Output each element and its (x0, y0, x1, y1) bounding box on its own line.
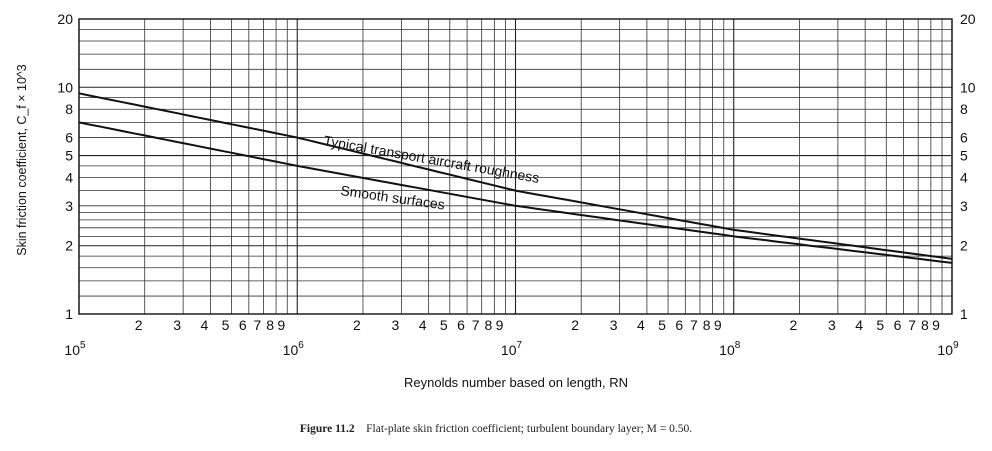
x-tick-label-minor: 6 (894, 317, 902, 333)
x-tick-label-minor: 4 (637, 317, 645, 333)
x-tick-label-major: 105 (64, 340, 86, 358)
x-tick-label-minor: 2 (135, 317, 143, 333)
x-tick-label-minor: 8 (484, 317, 492, 333)
x-tick-label-minor: 8 (266, 317, 274, 333)
x-tick-label-minor: 9 (496, 317, 504, 333)
x-tick-label-minor: 5 (440, 317, 448, 333)
y-tick-label-right: 2 (960, 238, 968, 254)
x-tick-label-minor: 4 (201, 317, 209, 333)
x-tick-label-minor: 6 (675, 317, 683, 333)
grid-lines (78, 18, 953, 315)
x-tick-label-minor: 5 (222, 317, 230, 333)
x-tick-label-major: 107 (501, 340, 523, 358)
x-tick-label-minor: 7 (908, 317, 916, 333)
curve-smooth (78, 121, 953, 264)
figure-caption: Figure 11.2 Flat-plate skin friction coe… (0, 423, 992, 435)
x-tick-label-minor: 9 (714, 317, 722, 333)
y-tick-label-right: 6 (960, 130, 968, 146)
x-tick-label-minor: 4 (419, 317, 427, 333)
x-tick-label-minor: 8 (921, 317, 929, 333)
x-tick-label-major: 108 (719, 340, 741, 358)
x-tick-label-minor: 7 (690, 317, 698, 333)
x-tick-label-minor: 6 (239, 317, 247, 333)
x-tick-label-minor: 3 (173, 317, 181, 333)
x-tick-label-minor: 7 (472, 317, 480, 333)
y-tick-label-right: 3 (960, 198, 968, 214)
x-tick-label-minor: 3 (391, 317, 399, 333)
x-tick-label-major: 106 (283, 340, 305, 358)
y-tick-label-left: 20 (57, 11, 73, 27)
x-tick-label-major: 109 (937, 340, 959, 358)
x-tick-label-minor: 3 (828, 317, 836, 333)
x-tick-label-minor: 9 (932, 317, 940, 333)
x-tick-label-minor: 2 (353, 317, 361, 333)
y-tick-label-left: 10 (57, 79, 73, 95)
y-tick-label-right: 20 (960, 11, 976, 27)
y-tick-label-right: 4 (960, 169, 968, 185)
x-axis-label: Reynolds number based on length, RN (404, 375, 628, 390)
x-tick-label-minor: 5 (876, 317, 884, 333)
x-tick-label-minor: 4 (855, 317, 863, 333)
y-tick-label-right: 8 (960, 101, 968, 117)
x-tick-label-minor: 5 (658, 317, 666, 333)
x-tick-label-minor: 3 (610, 317, 618, 333)
series-label-smooth: Smooth surfaces (340, 182, 446, 212)
y-tick-label-right: 1 (960, 306, 968, 322)
y-tick-label-left: 1 (65, 306, 73, 322)
x-tick-label-minor: 2 (571, 317, 579, 333)
y-tick-label-right: 5 (960, 148, 968, 164)
y-tick-label-left: 8 (65, 101, 73, 117)
y-tick-label-right: 10 (960, 79, 976, 95)
y-tick-label-left: 6 (65, 130, 73, 146)
x-tick-label-minor: 6 (457, 317, 465, 333)
x-tick-label-minor: 7 (254, 317, 262, 333)
y-tick-label-left: 2 (65, 238, 73, 254)
plot-frame (78, 18, 953, 315)
y-tick-label-left: 3 (65, 198, 73, 214)
curves (78, 92, 953, 264)
x-tick-label-minor: 2 (790, 317, 798, 333)
curve-roughness (78, 92, 953, 260)
figure-label: Figure 11.2 (299, 423, 355, 435)
x-tick-label-minor: 8 (703, 317, 711, 333)
y-tick-label-left: 5 (65, 148, 73, 164)
x-tick-label-minor: 9 (277, 317, 285, 333)
figure-caption-text: Flat-plate skin friction coefficient; tu… (366, 423, 693, 435)
y-axis-label: Skin friction coefficient, C_f × 10^3 (15, 64, 29, 256)
y-tick-label-left: 4 (65, 169, 73, 185)
